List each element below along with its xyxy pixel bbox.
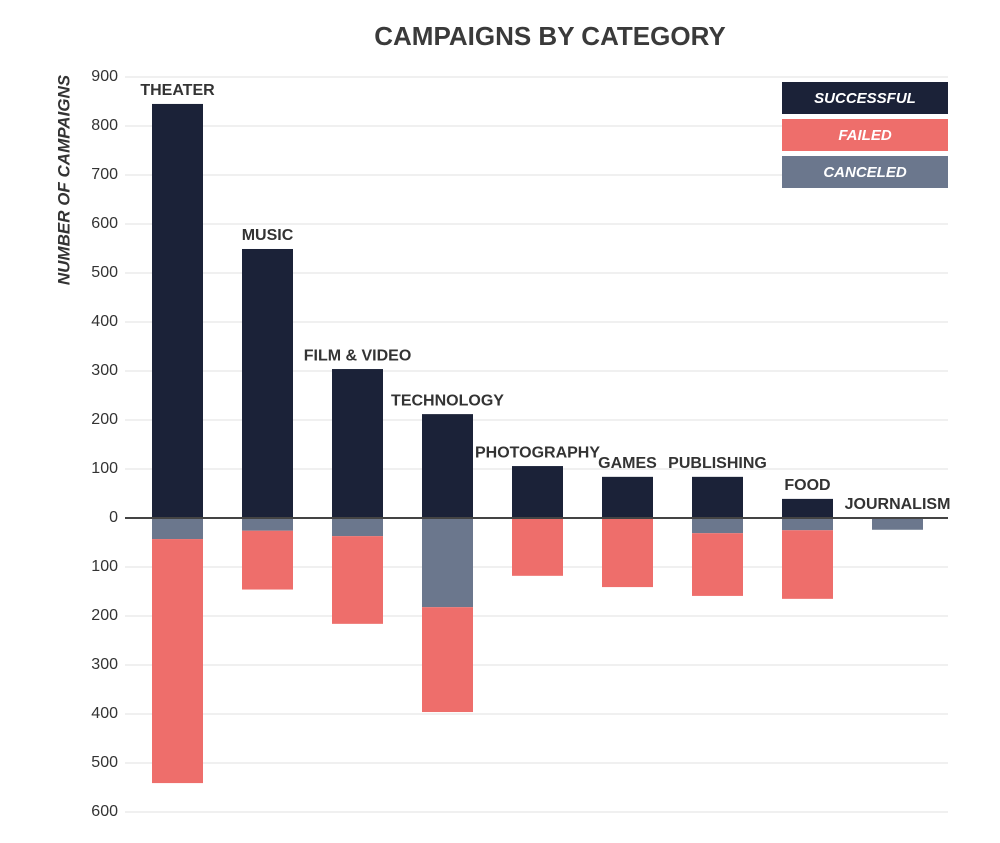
bar-segment <box>692 533 743 596</box>
bar-segment <box>332 536 383 624</box>
category-label: GAMES <box>598 455 657 472</box>
y-tick-label: 500 <box>91 754 118 771</box>
bar-segment <box>332 518 383 537</box>
bar-segment <box>602 518 653 588</box>
legend-label: SUCCESSFUL <box>814 90 916 107</box>
legend-swatch <box>782 119 948 151</box>
legend-label: CANCELED <box>823 164 907 181</box>
category-label: PUBLISHING <box>668 455 767 472</box>
category-label: MUSIC <box>242 227 294 244</box>
y-tick-label: 200 <box>91 607 118 624</box>
y-tick-label: 200 <box>91 411 118 428</box>
category-label: PHOTOGRAPHY <box>475 444 600 461</box>
category-label: FOOD <box>784 477 830 494</box>
legend-swatch <box>782 82 948 114</box>
category-label: THEATER <box>140 82 215 99</box>
y-tick-label: 300 <box>91 362 118 379</box>
bar-segment <box>782 518 833 531</box>
y-tick-label: 600 <box>91 215 118 232</box>
category-label: TECHNOLOGY <box>391 392 504 409</box>
y-tick-label: 100 <box>91 460 118 477</box>
y-tick-label: 800 <box>91 117 118 134</box>
legend-swatch <box>782 156 948 188</box>
y-tick-label: 0 <box>109 509 118 526</box>
category-label: FILM & VIDEO <box>304 347 412 364</box>
bar-segment <box>242 248 293 519</box>
y-tick-label: 100 <box>91 558 118 575</box>
chart-title: CAMPAIGNS BY CATEGORY <box>374 21 726 51</box>
y-axis-label: NUMBER OF CAMPAIGNS <box>54 74 73 285</box>
bar-segment <box>872 518 923 530</box>
bar-segment <box>152 539 203 784</box>
bar-segment <box>602 476 653 518</box>
bar-segment <box>242 530 293 590</box>
bar-segment <box>782 530 833 599</box>
bar-segment <box>242 518 293 531</box>
bar-segment <box>512 518 563 576</box>
legend-label: FAILED <box>838 127 892 144</box>
y-tick-label: 700 <box>91 166 118 183</box>
y-tick-label: 300 <box>91 656 118 673</box>
bar-segment <box>782 498 833 518</box>
category-label: JOURNALISM <box>845 496 951 513</box>
bar-segment <box>512 466 563 518</box>
y-tick-label: 900 <box>91 68 118 85</box>
bar-segment <box>422 518 473 608</box>
y-tick-label: 400 <box>91 313 118 330</box>
bar-segment <box>422 414 473 518</box>
bar-segment <box>152 518 203 540</box>
bar-segment <box>422 607 473 713</box>
bar-segment <box>692 518 743 534</box>
y-tick-label: 500 <box>91 264 118 281</box>
bar-segment <box>152 103 203 518</box>
bar-segment <box>332 369 383 518</box>
y-tick-label: 400 <box>91 705 118 722</box>
bar-segment <box>692 476 743 518</box>
y-tick-label: 600 <box>91 803 118 820</box>
